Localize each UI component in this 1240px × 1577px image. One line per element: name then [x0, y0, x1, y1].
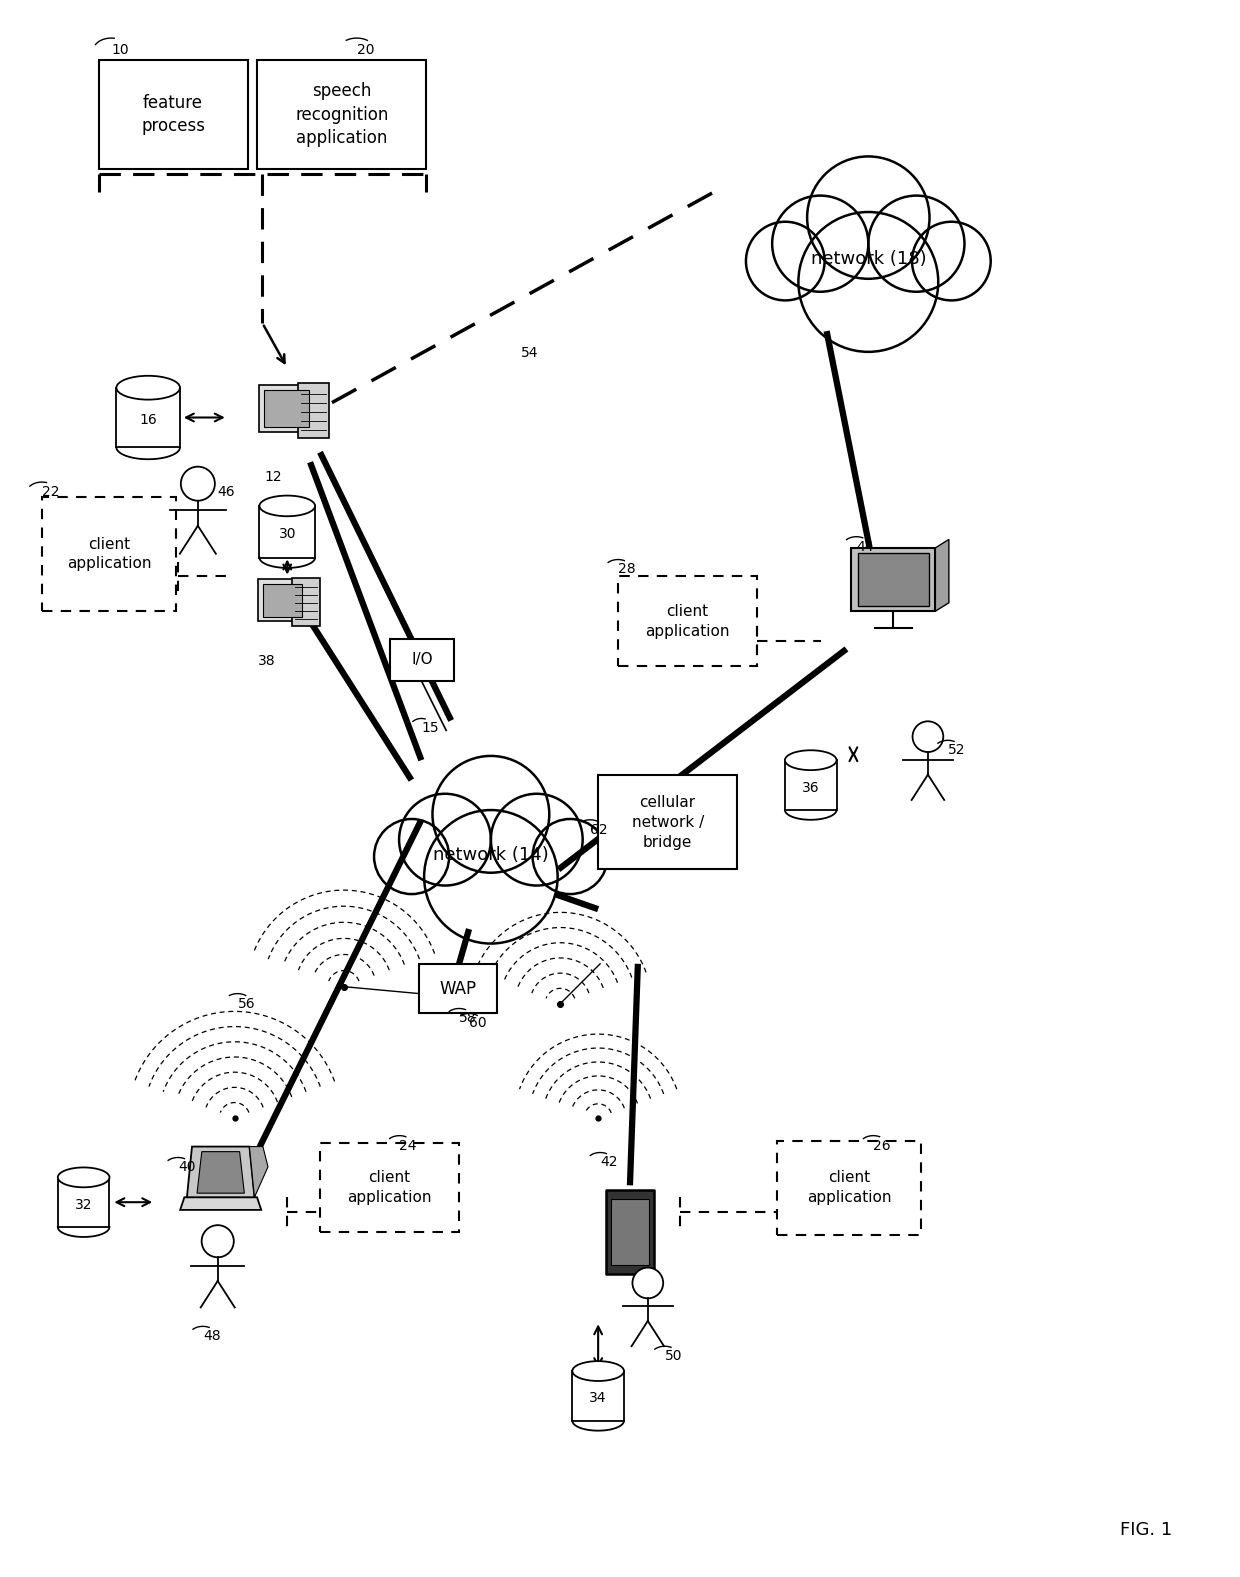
- Circle shape: [433, 755, 549, 872]
- Text: 46: 46: [218, 486, 236, 498]
- Text: 54: 54: [521, 345, 538, 360]
- Text: 28: 28: [618, 563, 636, 577]
- Bar: [298, 383, 330, 438]
- Text: 58: 58: [459, 1011, 476, 1025]
- Bar: [98, 60, 248, 169]
- Text: 30: 30: [279, 527, 296, 541]
- Bar: [389, 639, 454, 681]
- Text: WAP: WAP: [439, 979, 476, 998]
- Circle shape: [181, 467, 215, 501]
- Circle shape: [202, 1225, 234, 1257]
- Circle shape: [807, 156, 930, 279]
- Text: 62: 62: [590, 823, 608, 837]
- Circle shape: [632, 1268, 663, 1298]
- Polygon shape: [180, 1197, 262, 1210]
- Text: 42: 42: [600, 1156, 618, 1170]
- Bar: [851, 547, 935, 612]
- Circle shape: [799, 211, 939, 352]
- Text: 36: 36: [802, 781, 820, 795]
- Bar: [117, 388, 180, 448]
- Text: speech
recognition
application: speech recognition application: [295, 82, 388, 147]
- Bar: [419, 964, 497, 1014]
- Bar: [258, 60, 427, 169]
- Text: 40: 40: [179, 1161, 196, 1175]
- Text: 44: 44: [857, 539, 874, 554]
- Text: 12: 12: [264, 470, 281, 484]
- Circle shape: [424, 811, 558, 943]
- Circle shape: [868, 196, 965, 292]
- Text: 15: 15: [422, 721, 439, 735]
- Ellipse shape: [259, 495, 315, 516]
- Bar: [606, 1189, 653, 1274]
- Circle shape: [773, 196, 868, 292]
- Bar: [42, 497, 176, 612]
- Text: 34: 34: [589, 1391, 606, 1405]
- Text: 52: 52: [947, 743, 965, 757]
- Bar: [320, 1143, 459, 1232]
- Bar: [777, 1140, 921, 1235]
- Text: 22: 22: [42, 486, 60, 498]
- Bar: [611, 1199, 649, 1265]
- Bar: [264, 390, 309, 427]
- Ellipse shape: [785, 751, 837, 770]
- Text: network (14): network (14): [433, 845, 549, 864]
- Text: 24: 24: [399, 1139, 417, 1153]
- Text: network (18): network (18): [811, 249, 926, 268]
- Text: 32: 32: [74, 1197, 92, 1211]
- Circle shape: [491, 793, 583, 886]
- Text: 38: 38: [258, 654, 275, 669]
- Bar: [263, 583, 303, 617]
- Text: 26: 26: [873, 1139, 890, 1153]
- Polygon shape: [935, 539, 949, 612]
- Text: feature
process: feature process: [141, 93, 205, 136]
- Bar: [259, 385, 314, 432]
- Text: 50: 50: [665, 1350, 682, 1363]
- Bar: [293, 577, 320, 626]
- Text: client
application: client application: [807, 1170, 892, 1205]
- Text: FIG. 1: FIG. 1: [1120, 1520, 1173, 1539]
- Circle shape: [913, 721, 944, 752]
- Bar: [259, 506, 315, 558]
- Bar: [258, 579, 306, 621]
- Text: client
application: client application: [67, 536, 151, 571]
- Text: 16: 16: [139, 413, 157, 427]
- Circle shape: [374, 818, 449, 894]
- Polygon shape: [197, 1151, 244, 1194]
- Text: 60: 60: [469, 1017, 486, 1030]
- Circle shape: [399, 793, 491, 886]
- Polygon shape: [187, 1146, 254, 1197]
- Ellipse shape: [117, 375, 180, 399]
- Bar: [858, 554, 929, 606]
- Text: I/O: I/O: [410, 653, 433, 667]
- Bar: [618, 577, 758, 665]
- Ellipse shape: [58, 1167, 109, 1187]
- Text: client
application: client application: [347, 1170, 432, 1205]
- Bar: [58, 1178, 109, 1227]
- Text: 10: 10: [112, 43, 129, 57]
- Circle shape: [533, 818, 608, 894]
- Circle shape: [746, 222, 825, 300]
- Bar: [785, 760, 837, 811]
- Text: client
application: client application: [645, 604, 730, 639]
- Circle shape: [913, 222, 991, 300]
- Text: 48: 48: [203, 1329, 221, 1344]
- Bar: [598, 774, 738, 869]
- Bar: [573, 1370, 624, 1421]
- Text: 56: 56: [238, 997, 255, 1011]
- Text: cellular
network /
bridge: cellular network / bridge: [631, 795, 704, 850]
- Polygon shape: [249, 1146, 268, 1197]
- Ellipse shape: [573, 1361, 624, 1381]
- Text: 20: 20: [357, 43, 374, 57]
